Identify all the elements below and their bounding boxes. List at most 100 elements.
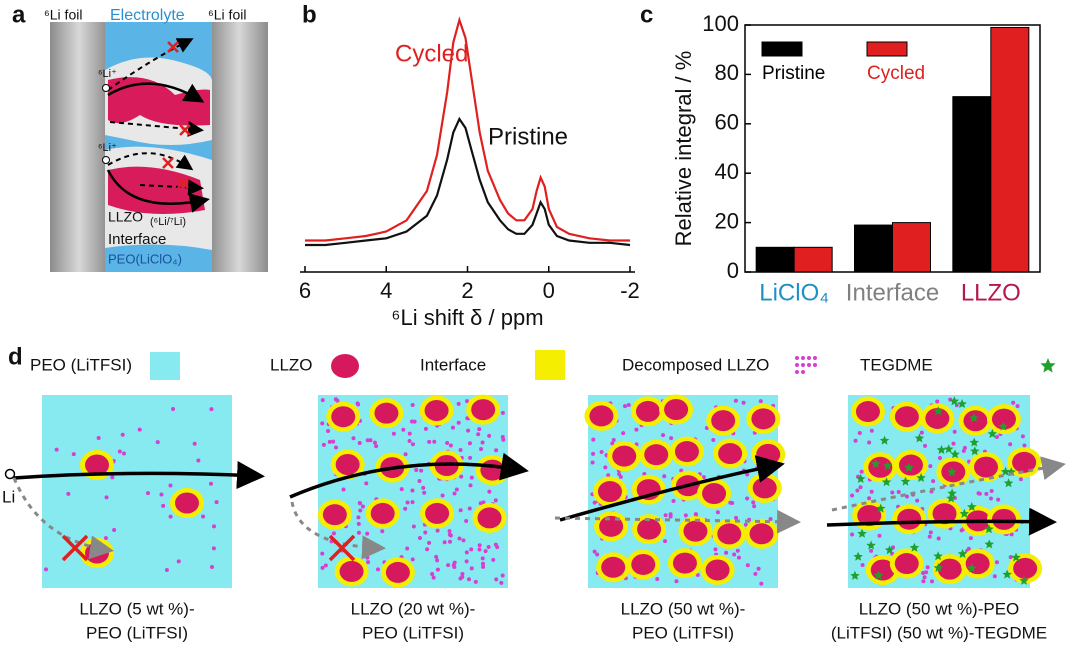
decomposed-llzo [146, 491, 151, 496]
decomposed-llzo [192, 441, 197, 446]
decomposed-llzo [741, 400, 746, 405]
decomposed-llzo [487, 433, 492, 438]
ion-path [826, 507, 1057, 536]
y-tick-label: 60 [715, 110, 739, 135]
panel-label: d [8, 343, 23, 370]
llzo-particle [370, 502, 395, 524]
llzo-particle [331, 406, 356, 428]
x-tick-label: 4 [380, 278, 392, 303]
llzo-particle [711, 410, 736, 432]
decomposed-llzo [617, 471, 622, 476]
legend-swatch [795, 363, 799, 367]
decomposed-llzo [212, 524, 217, 529]
li-ion [102, 156, 110, 164]
llzo-region [108, 77, 210, 126]
llzo-particle [894, 406, 919, 428]
decomposed-llzo [1008, 555, 1013, 560]
llzo-particle [672, 552, 697, 574]
tegdme [933, 406, 943, 416]
decomposed-llzo [928, 530, 933, 535]
decomposed-llzo [321, 442, 326, 447]
decomposed-llzo [360, 504, 365, 509]
decomposed-llzo [357, 441, 362, 446]
decomposed-llzo [464, 559, 469, 564]
decomposed-llzo [869, 548, 874, 553]
decomposed-llzo [446, 563, 451, 568]
llzo-particle [322, 504, 347, 526]
decomposed-llzo [611, 437, 616, 442]
decomposed-llzo [683, 513, 688, 518]
decomposed-llzo [427, 439, 432, 444]
decomposed-llzo [493, 498, 498, 503]
decomposed-llzo [458, 576, 463, 581]
llzo-particle [424, 400, 449, 422]
llzo-particle [752, 477, 777, 499]
decomposed-llzo [467, 441, 472, 446]
decomposed-llzo [478, 501, 483, 506]
ion-path [289, 452, 529, 499]
decomposed-llzo [736, 555, 741, 560]
decomposed-llzo [465, 399, 470, 404]
y-tick-label: 20 [715, 208, 739, 233]
caption: PEO (LiTFSI) [86, 623, 188, 642]
bar [854, 224, 893, 273]
decomposed-llzo [1015, 404, 1020, 409]
decomposed-llzo [411, 524, 416, 529]
decomposed-llzo [928, 464, 933, 469]
llzo-particle [477, 507, 502, 529]
tegdme [882, 460, 893, 470]
decomposed-llzo [364, 481, 369, 486]
tegdme [998, 421, 1009, 431]
legend-swatch [866, 41, 908, 57]
bar [755, 246, 795, 273]
decomposed-llzo [351, 436, 356, 441]
decomposed-llzo [209, 407, 214, 412]
decomposed-llzo [756, 566, 761, 571]
label: ⁶Li⁺ [98, 142, 117, 154]
x-tick-label: Interface [846, 279, 939, 306]
decomposed-llzo [155, 440, 160, 445]
legend-swatch [813, 363, 817, 367]
decomposed-llzo [994, 560, 999, 565]
decomposed-llzo [54, 447, 59, 452]
decomposed-llzo [867, 440, 872, 445]
decomposed-llzo [855, 488, 860, 493]
decomposed-llzo [434, 554, 439, 559]
bar [990, 26, 1030, 273]
decomposed-llzo [896, 489, 901, 494]
decomposed-llzo [365, 555, 370, 560]
llzo-particle [991, 508, 1016, 530]
tegdme [857, 528, 867, 538]
decomposed-llzo [494, 448, 499, 453]
decomposed-llzo [477, 543, 482, 548]
decomposed-llzo [599, 450, 604, 455]
llzo-particle [374, 402, 399, 424]
decomposed-llzo [168, 514, 173, 519]
decomposed-llzo [663, 539, 668, 544]
decomposed-llzo [921, 579, 926, 584]
decomposed-llzo [745, 563, 750, 568]
tegdme [1019, 575, 1029, 585]
llzo-particle [385, 561, 410, 583]
decomposed-llzo [456, 420, 461, 425]
llzo-particle [868, 456, 893, 478]
llzo-particle [635, 400, 660, 422]
decomposed-llzo [858, 485, 863, 490]
decomposed-llzo [331, 439, 336, 444]
decomposed-llzo [466, 428, 471, 433]
decomposed-llzo [735, 548, 740, 553]
decomposed-llzo [890, 490, 895, 495]
decomposed-llzo [374, 444, 379, 449]
decomposed-llzo [591, 451, 596, 456]
decomposed-llzo [410, 557, 415, 562]
decomposed-llzo [459, 474, 464, 479]
tegdme [876, 503, 886, 513]
y-axis-label: Relative integral / % [671, 51, 696, 247]
tegdme [933, 562, 944, 572]
decomposed-llzo [356, 530, 361, 535]
tegdme [966, 563, 977, 573]
decomposed-llzo [925, 565, 930, 570]
decomposed-llzo [961, 448, 966, 453]
decomposed-llzo [410, 442, 415, 447]
tegdme [1011, 552, 1021, 562]
